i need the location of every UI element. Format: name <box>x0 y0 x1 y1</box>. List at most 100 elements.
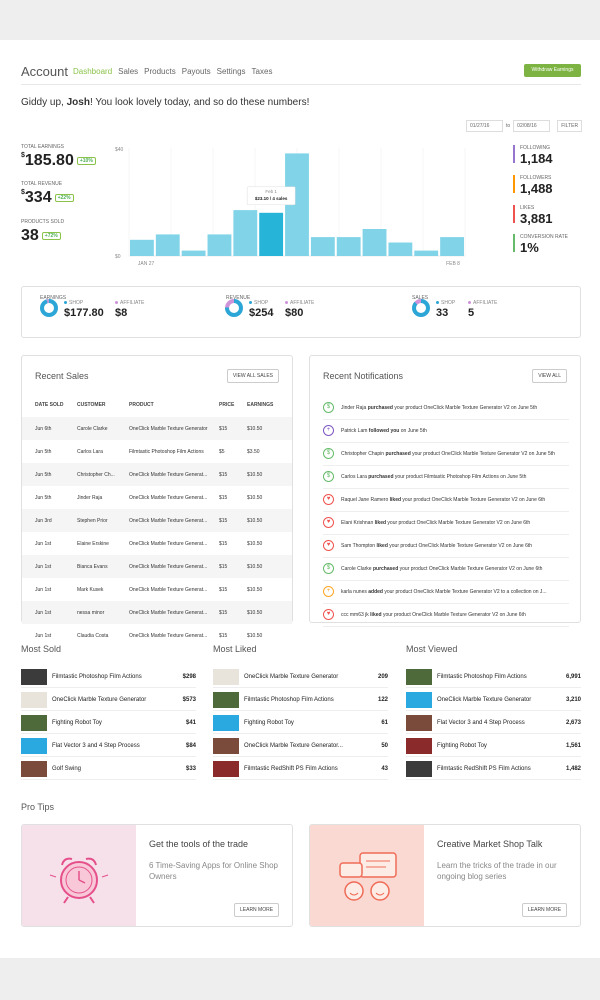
nav-settings[interactable]: Settings <box>216 67 246 76</box>
chart-bar[interactable] <box>130 239 154 256</box>
product-list-item[interactable]: OneClick Marble Texture Generator 209 <box>213 666 388 688</box>
product-list-item[interactable]: Filmtastic RedShift PS Film Actions 1,482 <box>406 758 581 780</box>
chart-bar[interactable] <box>285 153 309 256</box>
product-list-item[interactable]: Filmtastic Photoshop Film Actions $298 <box>21 666 196 688</box>
table-row[interactable]: Jun 1st Claudia Costa OneClick Marble Text… <box>22 624 292 647</box>
notification-item[interactable]: $ Carole Clarke purchased your product On… <box>323 558 569 581</box>
table-row[interactable]: Jun 1st Elaine Erskine OneClick Marble Tex… <box>22 532 292 555</box>
product-list-item[interactable]: Fighting Robot Toy 61 <box>213 712 388 734</box>
sale-price: $15 <box>219 472 228 478</box>
table-row[interactable]: Jun 3rd Stephen Prior OneClick Marble Text… <box>22 509 292 532</box>
date-to-input[interactable]: 02/08/16 <box>513 120 551 132</box>
sale-date: Jun 1st <box>35 633 52 639</box>
product-list-item[interactable]: Filmtastic Photoshop Film Actions 122 <box>213 689 388 711</box>
notification-item[interactable]: ♥ Elani Krishnan liked your product OneCl… <box>323 512 569 535</box>
table-row[interactable]: Jun 5th Christopher Ch... OneClick Marble … <box>22 463 292 486</box>
filter-button[interactable]: FILTER <box>557 120 583 132</box>
summary-bar: Earnings Shop $177.80 Affiliate $8 Revenue… <box>21 286 581 338</box>
product-value: 3,210 <box>565 697 581 703</box>
table-row[interactable]: Jun 5th Carlos Lara Filmtastic Photoshop F… <box>22 440 292 463</box>
learn-more-button[interactable]: LEARN MORE <box>234 903 280 917</box>
notification-item[interactable]: $ Jinder Raja purchased your product OneC… <box>323 397 569 420</box>
col-product[interactable]: PRODUCT <box>129 402 154 408</box>
chart-bar[interactable] <box>310 237 335 256</box>
col-date[interactable]: DATE SOLD <box>35 402 64 408</box>
nav-taxes[interactable]: Taxes <box>251 67 273 76</box>
stat-number: 1,184 <box>520 151 553 166</box>
col-earnings[interactable]: EARNINGS <box>247 402 274 408</box>
product-list-item[interactable]: Filmtastic Photoshop Film Actions 6,991 <box>406 666 581 688</box>
notification-item[interactable]: $ Carlos Lara purchased your product Film… <box>323 466 569 489</box>
chart-bar[interactable] <box>440 237 464 256</box>
affiliate-value: $80 <box>285 307 304 319</box>
chart-bar[interactable] <box>207 234 232 256</box>
stat-number: 334 <box>24 189 52 206</box>
product-value: 2,673 <box>565 720 581 726</box>
stat-likes: Likes 3,881 <box>513 205 553 226</box>
notification-item[interactable]: + Patrick Lam followed you on June 5th <box>323 420 569 443</box>
product-list-item[interactable]: Flat Vector 3 and 4 Step Process 2,673 <box>406 712 581 734</box>
sale-date: Jun 3rd <box>35 518 52 524</box>
sale-earnings: $3.50 <box>247 449 260 455</box>
follow-icon: + <box>323 425 334 436</box>
notification-item[interactable]: ♥ Sam Thompton liked your product OneClic… <box>323 535 569 558</box>
nav-sales[interactable]: Sales <box>118 67 139 76</box>
chart-bar[interactable] <box>362 229 387 256</box>
chart-bar[interactable] <box>336 237 361 256</box>
chart-bar[interactable] <box>259 212 284 256</box>
chart-bar[interactable] <box>233 210 258 256</box>
product-value: $573 <box>182 697 196 703</box>
affiliate-value: 5 <box>468 307 475 319</box>
chart-bar[interactable] <box>155 234 180 256</box>
nav-products[interactable]: Products <box>144 67 176 76</box>
product-thumbnail <box>21 669 47 685</box>
sale-product: Filmtastic Photoshop Film Actions <box>129 449 204 455</box>
chart-bar[interactable] <box>181 250 206 256</box>
nav-dashboard[interactable]: Dashboard <box>73 67 113 76</box>
product-list-item[interactable]: OneClick Marble Texture Generator... 50 <box>213 735 388 757</box>
add-icon: + <box>323 586 334 597</box>
notification-item[interactable]: ♥ Raquel Jane Ramero liked your product O… <box>323 489 569 512</box>
col-price[interactable]: PRICE <box>219 402 235 408</box>
product-thumbnail <box>406 738 432 754</box>
nav-payouts[interactable]: Payouts <box>181 67 211 76</box>
summary-label: Revenue <box>226 295 251 301</box>
chart-bar[interactable] <box>388 242 413 257</box>
pro-tip-card-shop-talk[interactable]: Creative Market Shop Talk Learn the tric… <box>309 824 581 927</box>
product-list-item[interactable]: OneClick Marble Texture Generator 3,210 <box>406 689 581 711</box>
notification-item[interactable]: ♥ ccc mm63 jk liked your product OneClick… <box>323 604 569 627</box>
product-list-item[interactable]: Filmtastic RedShift PS Film Actions 43 <box>213 758 388 780</box>
sale-customer: Elaine Erskine <box>77 541 109 547</box>
notification-item[interactable]: + karla nunes added your product OneClick… <box>323 581 569 604</box>
sale-price: $5 <box>219 449 225 455</box>
view-all-notifications-button[interactable]: VIEW ALL <box>532 369 567 383</box>
sale-earnings: $10.50 <box>247 587 263 593</box>
product-name: Flat Vector 3 and 4 Step Process <box>52 743 140 749</box>
shop-value: 33 <box>436 307 449 319</box>
notification-item[interactable]: $ Christopher Chapin purchased your produ… <box>323 443 569 466</box>
product-thumbnail <box>213 669 239 685</box>
product-list-item[interactable]: Fighting Robot Toy $41 <box>21 712 196 734</box>
date-from-input[interactable]: 01/27/16 <box>466 120 503 132</box>
sale-customer: Carole Clarke <box>77 426 108 432</box>
table-row[interactable]: Jun 1st nessa minor OneClick Marble Textur… <box>22 601 292 624</box>
withdraw-earnings-button[interactable]: Withdraw Earnings <box>524 64 581 77</box>
table-row[interactable]: Jun 1st Bianca Evans OneClick Marble Textu… <box>22 555 292 578</box>
sale-price: $15 <box>219 541 228 547</box>
recent-sales-panel: Recent Sales VIEW ALL SALES DATE SOLD CU… <box>21 355 293 639</box>
pro-tip-card-tools[interactable]: Get the tools of the trade 6 Time-Saving… <box>21 824 293 927</box>
product-list-item[interactable]: Flat Vector 3 and 4 Step Process $84 <box>21 735 196 757</box>
col-customer[interactable]: CUSTOMER <box>77 402 106 408</box>
product-list-item[interactable]: OneClick Marble Texture Generator $573 <box>21 689 196 711</box>
affiliate-label-text: Affiliate <box>473 300 498 306</box>
sale-product: OneClick Marble Texture Generat... <box>129 472 208 478</box>
table-row[interactable]: Jun 1st Mark Kusek OneClick Marble Texture… <box>22 578 292 601</box>
learn-more-button[interactable]: LEARN MORE <box>522 903 568 917</box>
table-row[interactable]: Jun 6th Carole Clarke OneClick Marble Text… <box>22 417 292 440</box>
product-list-item[interactable]: Golf Swing $33 <box>21 758 196 780</box>
table-row[interactable]: Jun 5th Jinder Raja OneClick Marble Textur… <box>22 486 292 509</box>
sale-product: OneClick Marble Texture Generat... <box>129 587 208 593</box>
product-list-item[interactable]: Fighting Robot Toy 1,561 <box>406 735 581 757</box>
chart-bar[interactable] <box>414 250 439 256</box>
view-all-sales-button[interactable]: VIEW ALL SALES <box>226 369 279 383</box>
